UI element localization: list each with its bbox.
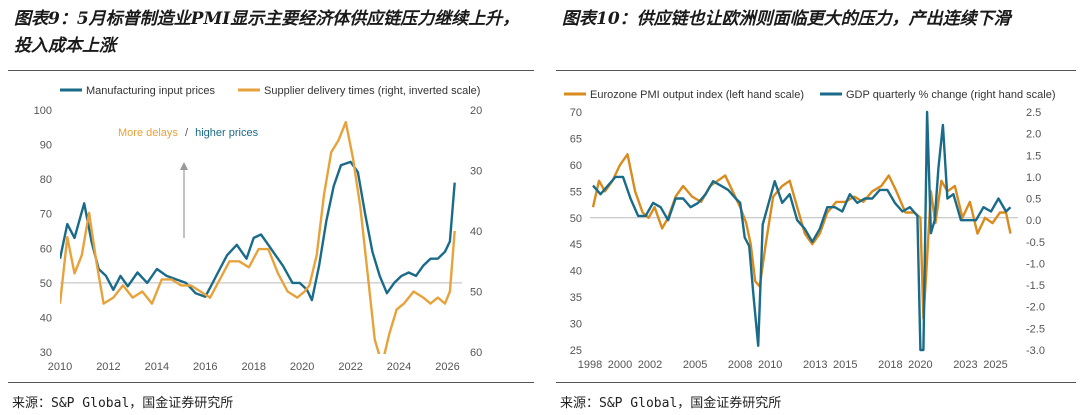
x-tick-label: 2008 <box>728 359 752 371</box>
plot-area-left: 100 90 80 70 60 50 40 30 20 30 40 50 60 2010 2012 2014 2… <box>34 105 483 373</box>
y-tick-label: 25 <box>570 345 582 357</box>
x-tick-label: 2010 <box>758 359 782 371</box>
y2-tick-label: 60 <box>470 347 482 359</box>
y2-tick-label: -1.0 <box>1026 258 1045 270</box>
figure-title-left: 图表9：5月标普制造业PMI显示主要经济体供应链压力继续上升，投入成本上涨 <box>14 9 520 56</box>
y2-tick-label: -2.0 <box>1026 302 1045 314</box>
annotation-more-delays: More delays <box>118 127 178 139</box>
x-tick-label: 2002 <box>638 359 662 371</box>
y-tick-label: 60 <box>40 243 52 255</box>
bottom-rule-right <box>556 382 1076 383</box>
legend-right: Eurozone PMI output index (left hand sca… <box>564 89 1056 101</box>
series-line-secondary <box>592 110 1012 352</box>
legend-label-pmi-output: Eurozone PMI output index (left hand sca… <box>590 89 804 101</box>
y-tick-label: 40 <box>570 266 582 278</box>
series-line-primary <box>591 153 1012 320</box>
annotation-arrow-head <box>180 162 188 170</box>
x-tick-label: 2016 <box>193 361 217 373</box>
chart-right: Eurozone PMI output index (left hand sca… <box>564 89 1056 371</box>
y-tick-label: 90 <box>40 140 52 152</box>
x-tick-label: 2026 <box>435 361 459 373</box>
x-tick-label: 2013 <box>803 359 827 371</box>
y2-tick-label: -2.5 <box>1026 323 1045 335</box>
y-tick-label: 80 <box>40 174 52 186</box>
chart-left: Manufacturing input prices Supplier deli… <box>34 85 483 373</box>
y-tick-label: 55 <box>570 186 582 198</box>
y2-tick-label: 0.5 <box>1026 194 1041 206</box>
y-tick-label: 60 <box>570 160 582 172</box>
y2-tick-label: 0.0 <box>1026 215 1041 227</box>
x-tick-label: 2000 <box>608 359 632 371</box>
y-tick-label: 45 <box>570 239 582 251</box>
y2-tick-label: 20 <box>470 105 482 117</box>
panel-right: 图表10：供应链也让欧洲则面临更大的压力，产出连续下滑 Eurozone PMI… <box>548 0 1080 415</box>
series-line-primary <box>60 160 456 302</box>
y-tick-label: 30 <box>40 347 52 359</box>
top-rule-left <box>8 70 534 71</box>
y2-tick-label: 1.5 <box>1026 150 1041 162</box>
figure-title-right: 图表10：供应链也让欧洲则面临更大的压力，产出连续下滑 <box>562 9 1011 29</box>
x-tick-label: 2014 <box>145 361 169 373</box>
panel-left: 图表9：5月标普制造业PMI显示主要经济体供应链压力继续上升，投入成本上涨 Ma… <box>8 9 534 411</box>
y-tick-label: 100 <box>34 105 52 117</box>
x-tick-label: 1998 <box>578 359 602 371</box>
legend-label-delivery-times: Supplier delivery times (right, inverted… <box>264 85 480 97</box>
source-right: 来源：S&P Global，国金证券研究所 <box>560 396 782 411</box>
source-left: 来源：S&P Global，国金证券研究所 <box>12 396 234 411</box>
x-tick-label: 2010 <box>48 361 72 373</box>
series-line-secondary <box>60 120 456 354</box>
y-tick-label: 35 <box>570 292 582 304</box>
x-tick-label: 2020 <box>908 359 932 371</box>
y-tick-label: 40 <box>40 312 52 324</box>
x-tick-label: 2025 <box>983 359 1007 371</box>
y-tick-label: 30 <box>570 319 582 331</box>
y2-tick-label: -1.5 <box>1026 280 1045 292</box>
annotation-separator: / <box>185 127 189 139</box>
x-tick-label: 2020 <box>290 361 314 373</box>
x-tick-label: 2012 <box>96 361 120 373</box>
y2-tick-label: 2.5 <box>1026 107 1041 119</box>
y-tick-label: 50 <box>40 278 52 290</box>
legend-left: Manufacturing input prices Supplier deli… <box>60 85 480 97</box>
x-tick-label: 2022 <box>338 361 362 373</box>
y-tick-label: 50 <box>570 213 582 225</box>
x-tick-label: 2005 <box>683 359 707 371</box>
x-tick-label: 2018 <box>241 361 265 373</box>
x-tick-label: 2023 <box>953 359 977 371</box>
annotation-left: More delays / higher prices <box>118 127 259 238</box>
x-tick-label: 2024 <box>387 361 411 373</box>
y-tick-label: 70 <box>570 107 582 119</box>
x-tick-label: 2015 <box>833 359 857 371</box>
y-tick-label: 70 <box>40 209 52 221</box>
legend-label-input-prices: Manufacturing input prices <box>86 85 216 97</box>
annotation-higher-prices: higher prices <box>195 127 258 139</box>
y2-tick-label: -3.0 <box>1026 345 1045 357</box>
y2-tick-label: 1.0 <box>1026 172 1041 184</box>
y2-tick-label: -0.5 <box>1026 237 1045 249</box>
plot-area-right: 70 65 60 55 50 45 40 35 30 25 2.5 2.0 1.5 1.0 0.5 0.0 -0… <box>570 107 1045 371</box>
legend-label-gdp-change: GDP quarterly % change (right hand scale… <box>846 89 1056 101</box>
y2-tick-label: 2.0 <box>1026 129 1041 141</box>
y2-tick-label: 40 <box>470 226 482 238</box>
annotation-text: More delays / higher prices <box>118 127 259 139</box>
bottom-rule-left <box>8 382 534 383</box>
top-rule-right <box>556 70 1076 71</box>
x-tick-label: 2018 <box>878 359 902 371</box>
y-tick-label: 65 <box>570 133 582 145</box>
y2-tick-label: 30 <box>470 166 482 178</box>
y2-tick-label: 50 <box>470 287 482 299</box>
